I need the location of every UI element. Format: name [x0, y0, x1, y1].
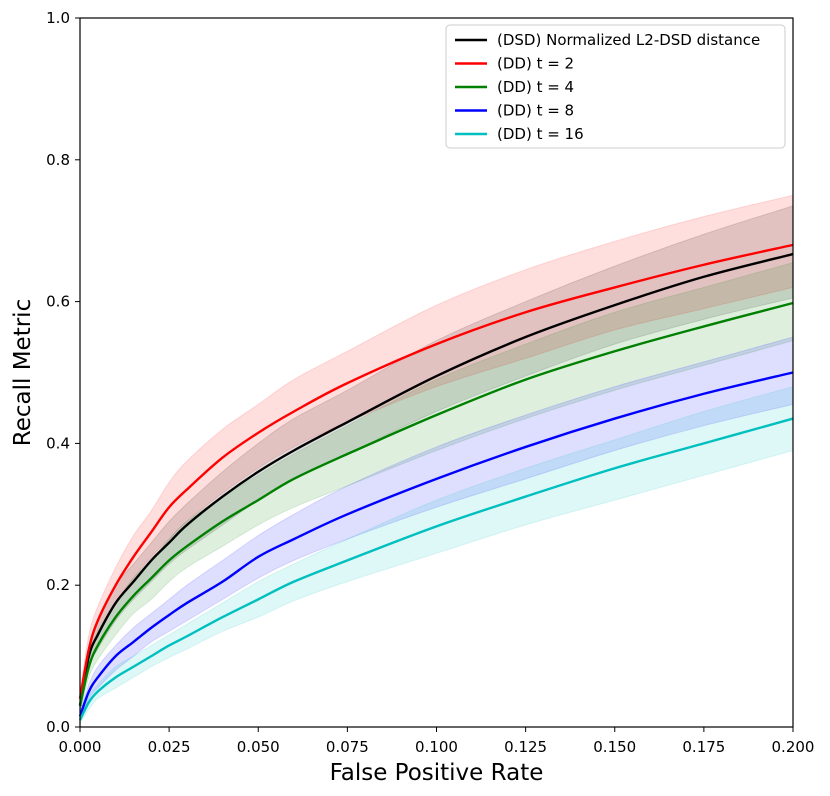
x-tick-label: 0.100 [415, 738, 458, 756]
x-tick-label: 0.000 [59, 738, 102, 756]
y-tick-label: 1.0 [46, 9, 70, 27]
legend-label-dsd-normalized-l2-dsd-distance: (DSD) Normalized L2-DSD distance [497, 31, 760, 49]
y-tick-label: 0.4 [46, 434, 70, 452]
line-dsd-normalized-l2-dsd-distance [78, 252, 794, 706]
x-tick-label: 0.175 [682, 738, 725, 756]
x-axis-ticks: 0.000 0.025 0.050 0.075 0.100 0.125 0.150 0.175… [59, 727, 815, 756]
x-tick-label: 0.050 [237, 738, 280, 756]
x-tick-label: 0.075 [326, 738, 369, 756]
line-dd-t-4 [78, 301, 794, 706]
series-lines [78, 243, 794, 721]
y-tick-label: 0.0 [46, 718, 70, 736]
x-axis-label: False Positive Rate [330, 760, 544, 786]
y-axis-ticks: 0.0 0.2 0.4 0.6 0.8 1.0 [46, 9, 80, 736]
legend-box [445, 24, 786, 149]
x-tick-label: 0.125 [504, 738, 547, 756]
y-tick-label: 0.2 [46, 576, 70, 594]
y-tick-label: 0.6 [46, 293, 70, 311]
legend-label-dd-t-4: (DD) t = 4 [497, 78, 574, 96]
legend-label-dd-t-2: (DD) t = 2 [497, 55, 574, 73]
x-tick-label: 0.200 [772, 738, 815, 756]
y-axis-label: Recall Metric [10, 299, 36, 446]
line-dd-t-16 [78, 417, 794, 721]
x-tick-label: 0.150 [593, 738, 636, 756]
line-dd-t-2 [78, 243, 794, 699]
legend-label-dd-t-8: (DD) t = 8 [497, 102, 574, 120]
confidence-bands [79, 194, 794, 726]
x-tick-label: 0.025 [148, 738, 191, 756]
legend: (DSD) Normalized L2-DSD distance (DD) t =… [445, 24, 786, 149]
legend-label-dd-t-16: (DD) t = 16 [497, 125, 584, 143]
line-dd-t-8 [78, 371, 794, 717]
y-tick-label: 0.8 [46, 151, 70, 169]
